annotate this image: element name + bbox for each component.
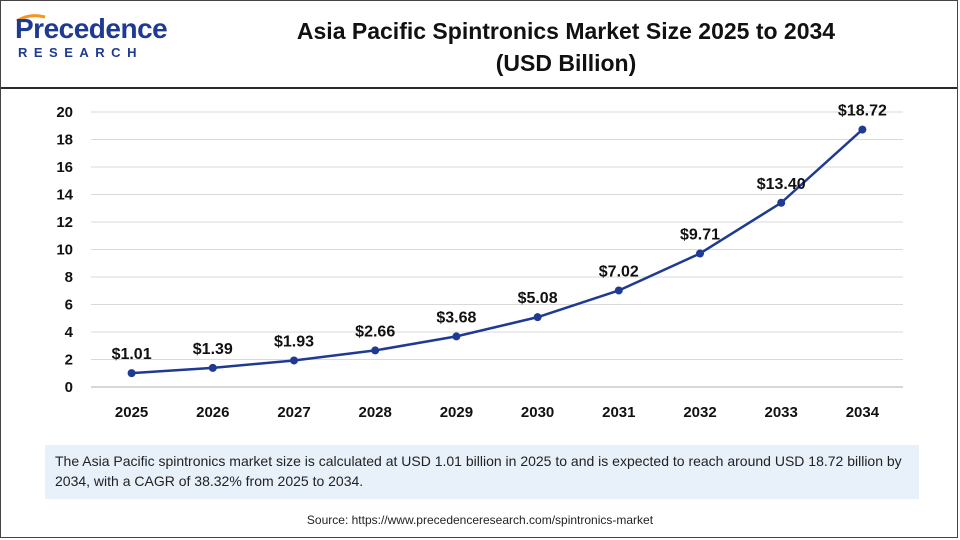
series-line [131, 128, 864, 375]
x-tick-label: 2031 [602, 404, 635, 421]
y-tick-label: 20 [56, 104, 73, 121]
chart-title: Asia Pacific Spintronics Market Size 202… [201, 15, 931, 79]
data-point [208, 363, 217, 372]
data-point [127, 369, 136, 378]
data-point [696, 249, 704, 258]
data-label: $9.71 [680, 226, 720, 243]
y-tick-label: 0 [65, 379, 73, 396]
precedence-research-logo: Precedence RESEARCH [15, 11, 175, 71]
logo-wordmark: Precedence [15, 13, 168, 44]
data-point [290, 356, 298, 365]
x-tick-label: 2028 [359, 404, 392, 421]
data-label: $7.02 [599, 263, 639, 280]
data-label: $3.68 [436, 309, 476, 326]
data-label: $18.72 [838, 103, 887, 120]
x-tick-label: 2027 [277, 404, 310, 421]
x-tick-label: 2034 [846, 404, 880, 421]
x-tick-label: 2026 [196, 404, 229, 421]
logo-subtitle: RESEARCH [18, 45, 143, 60]
source-note: Source: https://www.precedenceresearch.c… [306, 513, 654, 527]
data-point [858, 125, 867, 134]
x-tick-label: 2030 [521, 404, 554, 421]
line-chart: 0 2 4 6 8 10 12 14 16 18 20 2025 2026 2027 2028 2029 203… [56, 103, 903, 421]
y-tick-label: 14 [56, 187, 73, 204]
data-point [777, 198, 786, 207]
x-tick-label: 2032 [683, 404, 716, 421]
data-label: $13.40 [757, 176, 806, 193]
y-tick-label: 18 [56, 132, 73, 149]
header-divider [1, 87, 957, 89]
y-tick-label: 12 [56, 214, 73, 231]
y-tick-label: 16 [56, 159, 73, 176]
x-tick-label: 2029 [440, 404, 473, 421]
caption-text: The Asia Pacific spintronics market size… [55, 453, 902, 489]
header: Precedence RESEARCH Asia Pacific Spintro… [1, 1, 957, 87]
data-label: $5.08 [518, 290, 558, 307]
y-tick-label: 2 [65, 352, 73, 369]
data-label: $1.39 [193, 341, 233, 358]
chart-title-line-2: (USD Billion) [495, 50, 637, 76]
data-point [533, 313, 542, 322]
y-tick-label: 10 [56, 242, 73, 259]
data-point [371, 346, 380, 355]
x-tick-label: 2025 [115, 404, 148, 421]
y-tick-label: 4 [65, 324, 74, 341]
y-tick-label: 8 [65, 269, 73, 286]
data-label: $1.01 [112, 346, 152, 363]
y-tick-label: 6 [65, 297, 73, 314]
logo-swoosh-icon [16, 14, 46, 23]
x-tick-label: 2033 [765, 404, 798, 421]
data-point [614, 286, 623, 295]
data-point [452, 332, 461, 341]
data-label: $1.93 [274, 333, 314, 350]
data-label: $2.66 [355, 323, 395, 340]
caption-box: The Asia Pacific spintronics market size… [45, 445, 919, 499]
chart-title-line-1: Asia Pacific Spintronics Market Size 202… [296, 18, 836, 44]
